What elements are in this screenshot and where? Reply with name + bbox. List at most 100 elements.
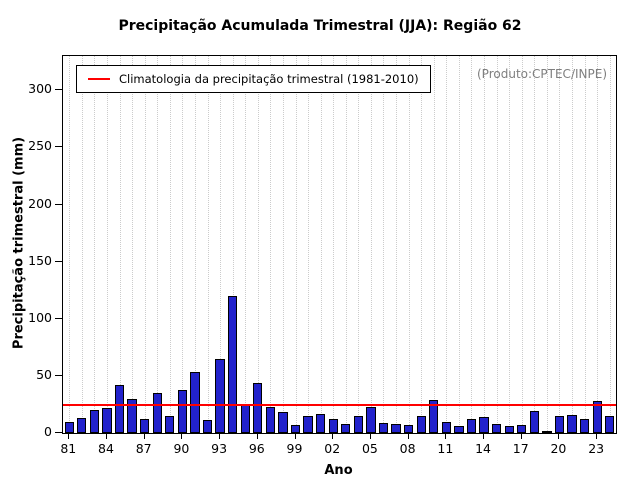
gridline: [458, 56, 460, 433]
x-tick-label: 11: [437, 441, 454, 456]
bar-23: [592, 401, 602, 433]
bar-97: [265, 406, 276, 433]
y-tick-label: 50: [36, 366, 52, 382]
bar-94: [228, 295, 238, 433]
gridline: [119, 56, 121, 433]
y-tick: [55, 317, 62, 319]
x-tick: [483, 433, 485, 439]
bar-81: [64, 421, 74, 433]
y-tick: [55, 374, 62, 376]
bar-92: [202, 420, 213, 433]
x-tick-label: 87: [135, 441, 152, 456]
x-tick-label: 23: [588, 441, 605, 456]
x-tick-label: 81: [60, 441, 77, 456]
x-tick: [219, 433, 221, 439]
bar-85: [114, 385, 125, 433]
y-tick-label: 0: [44, 424, 52, 439]
bar-96: [253, 382, 263, 433]
bar-95: [240, 404, 250, 433]
bar-19: [542, 430, 552, 433]
x-tick-label: 84: [98, 441, 114, 456]
gridline: [295, 56, 297, 433]
x-tick: [256, 433, 258, 439]
gridline: [132, 56, 134, 433]
gridline: [94, 56, 96, 433]
bar-87: [140, 419, 150, 433]
y-tick: [55, 203, 62, 205]
bar-15: [491, 423, 502, 433]
gridline: [584, 56, 586, 433]
bar-82: [77, 418, 87, 433]
gridline: [69, 56, 71, 433]
legend-label: Climatologia da precipitação trimestral …: [119, 72, 419, 86]
gridline: [471, 56, 473, 433]
bar-10: [429, 399, 439, 433]
gridline: [194, 56, 196, 433]
gridline: [245, 56, 247, 433]
gridline: [521, 56, 523, 433]
x-tick: [520, 433, 522, 439]
bar-88: [152, 393, 162, 433]
bar-03: [341, 423, 351, 433]
x-tick-label: 08: [399, 441, 416, 456]
bar-14: [479, 417, 489, 433]
x-tick: [369, 433, 371, 439]
gridline: [546, 56, 548, 433]
bar-86: [127, 398, 137, 433]
bar-16: [504, 426, 514, 433]
gridline: [609, 56, 611, 433]
plot-area: Climatologia da precipitação trimestral …: [62, 55, 617, 434]
x-tick-label: 17: [512, 441, 529, 456]
x-tick: [558, 433, 560, 439]
gridline: [408, 56, 410, 433]
gridline: [383, 56, 385, 433]
bar-90: [177, 389, 188, 433]
x-tick-label: 93: [211, 441, 228, 456]
x-tick-label: 20: [550, 441, 567, 456]
bar-08: [403, 425, 414, 433]
gridline: [106, 56, 108, 433]
bar-99: [290, 425, 301, 433]
chart-title: Precipitação Acumulada Trimestral (JJA):…: [118, 18, 522, 34]
legend-line-swatch: [88, 78, 110, 80]
x-tick: [445, 433, 447, 439]
gridline: [534, 56, 536, 433]
bar-01: [316, 413, 326, 433]
gridline: [257, 56, 259, 433]
bar-18: [529, 411, 539, 433]
gridline: [308, 56, 310, 433]
gridline: [320, 56, 322, 433]
source-annotation: (Produto:CPTEC/INPE): [477, 67, 607, 81]
x-tick: [68, 433, 70, 439]
bar-06: [378, 422, 389, 433]
x-tick: [332, 433, 334, 439]
gridline: [433, 56, 435, 433]
gridline: [207, 56, 209, 433]
climatology-line: [63, 404, 616, 407]
gridline: [144, 56, 146, 433]
gridline: [484, 56, 486, 433]
y-tick: [55, 432, 62, 433]
x-tick-label: 99: [286, 441, 303, 456]
gridline: [597, 56, 599, 433]
y-tick-label: 100: [28, 309, 52, 325]
bar-13: [466, 419, 477, 433]
gridline: [182, 56, 184, 433]
bar-93: [215, 358, 225, 433]
gridline: [370, 56, 372, 433]
bar-24: [605, 415, 615, 433]
x-tick: [181, 433, 183, 439]
gridline: [270, 56, 272, 433]
gridline: [358, 56, 360, 433]
gridline: [232, 56, 234, 433]
bar-00: [303, 415, 313, 433]
x-tick-label: 05: [361, 441, 378, 456]
bar-02: [328, 419, 338, 433]
gridline: [396, 56, 398, 433]
y-tick: [55, 89, 62, 91]
bar-05: [366, 406, 376, 433]
gridline: [81, 56, 83, 433]
gridline: [559, 56, 561, 433]
gridline: [157, 56, 159, 433]
